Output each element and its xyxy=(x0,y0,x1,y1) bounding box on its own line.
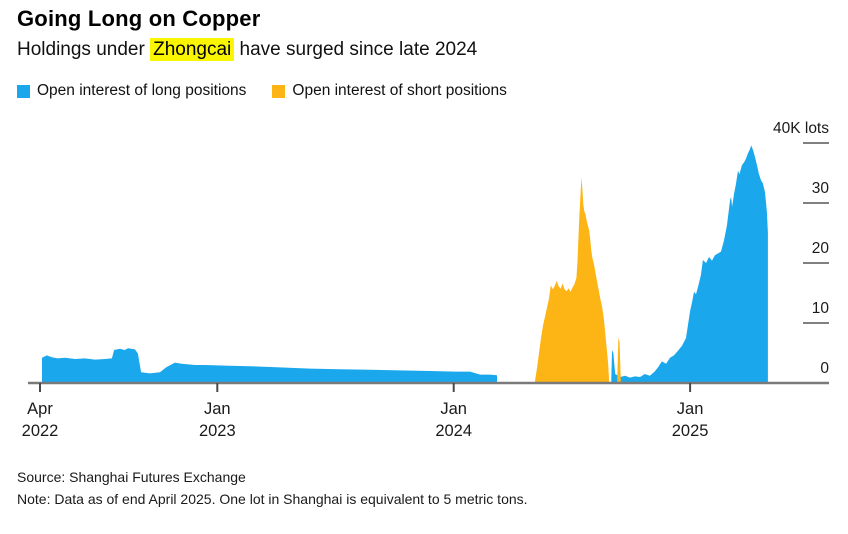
x-axis-label: Jan 2025 xyxy=(671,400,709,440)
legend-item-short-label: Open interest of short positions xyxy=(292,82,507,99)
chart-area: 40K lots 30 20 10 0 Apr 2022 Jan 2023 Jan 2024 Jan 2… xyxy=(0,110,848,455)
legend-item-long-label: Open interest of long positions xyxy=(37,82,247,99)
short-positions-swatch-icon xyxy=(272,84,286,98)
x-axis-label: Jan 2024 xyxy=(435,400,473,440)
long-positions-swatch-icon xyxy=(17,84,30,98)
short-positions-area xyxy=(617,337,621,383)
source-line: Source: Shanghai Futures Exchange xyxy=(17,469,246,485)
subtitle-prefix: Holdings under xyxy=(17,39,151,60)
y-axis-label: 0 xyxy=(820,360,829,377)
long-positions-area xyxy=(42,348,497,383)
x-axis-label: Jan 2023 xyxy=(198,400,236,440)
legend-item-short: Open interest of short positions xyxy=(272,82,507,100)
y-axis-label: 40K lots xyxy=(772,120,829,137)
long-positions-area xyxy=(611,145,768,383)
short-positions-area xyxy=(535,177,609,383)
zhongcai-highlight: Zhongcai xyxy=(150,38,235,61)
y-axis-label: 20 xyxy=(811,240,829,257)
note-line: Note: Data as of end April 2025. One lot… xyxy=(17,491,528,507)
x-axis-label: Apr 2022 xyxy=(21,400,59,440)
legend: Open interest of long positions Open int… xyxy=(17,82,507,100)
chart-subtitle: Holdings under Zhongcai have surged sinc… xyxy=(17,38,478,61)
subtitle-suffix: have surged since late 2024 xyxy=(234,39,478,60)
y-axis-label: 30 xyxy=(811,180,829,197)
y-axis-label: 10 xyxy=(811,300,829,317)
chart-title: Going Long on Copper xyxy=(17,6,261,31)
legend-item-long: Open interest of long positions xyxy=(17,82,246,100)
chart-footer: Source: Shanghai Futures Exchange Note: … xyxy=(17,466,528,510)
chart-svg xyxy=(28,142,829,392)
